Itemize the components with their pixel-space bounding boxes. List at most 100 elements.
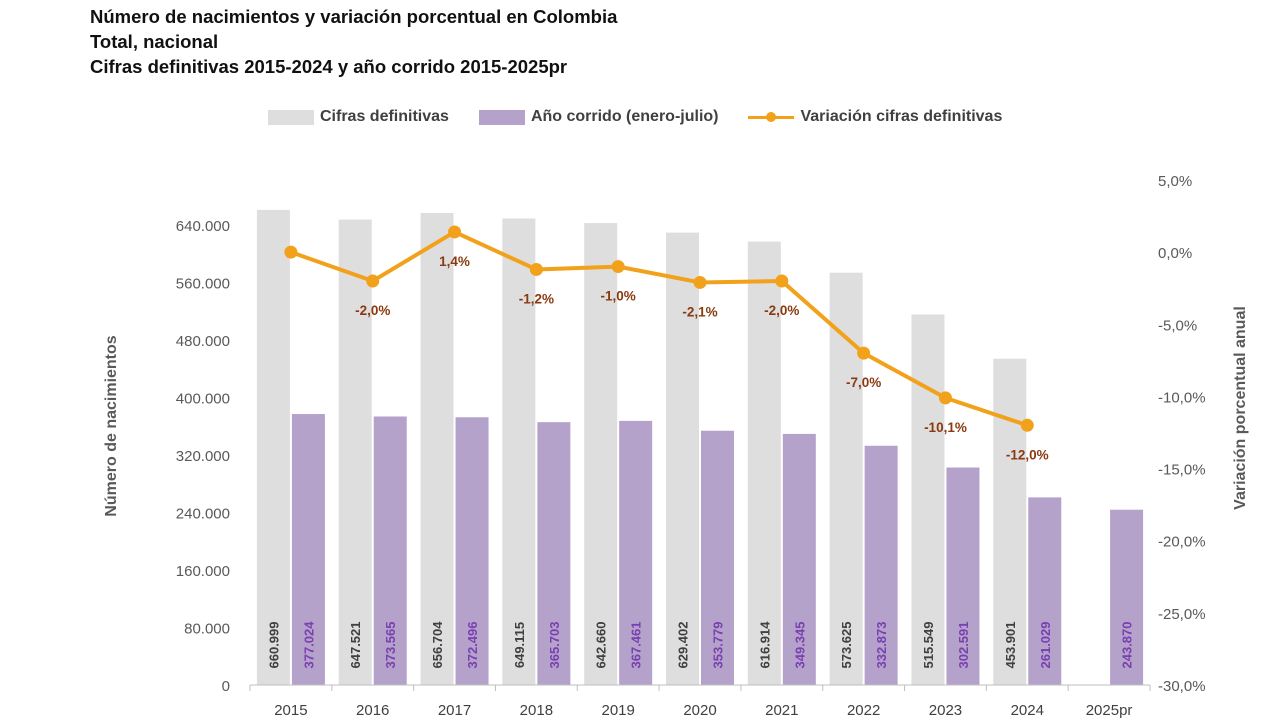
point-variacion <box>775 274 789 288</box>
bar-label-corrido: 349.345 <box>792 622 807 669</box>
bar-label-corrido: 373.565 <box>383 622 398 669</box>
bar-corrido <box>701 430 734 685</box>
bar-label-definitivas: 573.625 <box>839 622 854 669</box>
line-label-variacion: -10,1% <box>924 420 967 435</box>
chart-subtitle-2: Cifras definitivas 2015-2024 y año corri… <box>90 56 568 77</box>
bar-definitivas <box>666 232 699 685</box>
y-axis-title: Número de nacimientos <box>103 335 120 516</box>
chart-subtitle: Total, nacional <box>90 31 219 52</box>
line-label-variacion: -2,0% <box>355 303 390 318</box>
point-variacion <box>529 262 543 276</box>
y-tick-label: 640.000 <box>176 218 230 235</box>
line-variacion <box>290 229 1028 428</box>
y2-tick-label: -10,0% <box>1158 389 1206 406</box>
bar-corrido <box>373 416 407 685</box>
line-label-variacion: -12,0% <box>1006 447 1049 462</box>
legend-item-corrido: Año corrido (enero-julio) <box>478 108 719 126</box>
y2-tick-label: 0,0% <box>1158 245 1192 262</box>
chart-title: Número de nacimientos y variación porcen… <box>90 6 618 27</box>
bar-definitivas <box>747 241 781 685</box>
bar-definitivas <box>420 212 454 685</box>
bar-label-corrido: 353.779 <box>711 622 726 669</box>
legend-swatch-corrido <box>478 109 525 125</box>
bar-label-corrido: 332.873 <box>874 622 889 669</box>
bar-label-corrido: 367.461 <box>629 622 644 669</box>
bar-label-corrido: 302.591 <box>956 622 971 669</box>
bar-definitivas <box>338 219 372 685</box>
y2-tick-label: -5,0% <box>1158 317 1197 334</box>
y-tick-label: 480.000 <box>176 333 230 350</box>
bar-label-definitivas: 515.549 <box>921 622 936 669</box>
point-variacion <box>611 260 625 274</box>
legend-swatch-definitivas <box>268 109 314 125</box>
bar-corrido <box>455 417 489 685</box>
y2-tick-label: -15,0% <box>1158 462 1206 479</box>
bar-definitivas <box>829 272 863 685</box>
point-variacion <box>448 225 462 239</box>
line-label-variacion: -2,1% <box>682 304 717 319</box>
bar-definitivas <box>584 223 618 685</box>
x-tick-label: 2018 <box>520 702 553 719</box>
legend-label-variacion: Variación cifras definitivas <box>800 108 1003 125</box>
bar-label-corrido: 365.703 <box>547 622 562 669</box>
y2-tick-label: -30,0% <box>1158 678 1206 695</box>
bar-label-definitivas: 642.660 <box>594 622 609 669</box>
bar-label-definitivas: 660.999 <box>266 622 281 669</box>
legend-label-definitivas: Cifras definitivas <box>320 108 449 125</box>
legend-item-definitivas: Cifras definitivas <box>268 108 449 126</box>
x-tick-label: 2022 <box>847 702 880 719</box>
x-tick-label: 2021 <box>765 702 798 719</box>
x-tick-label: 2020 <box>683 702 716 719</box>
bar-definitivas <box>502 218 536 685</box>
point-variacion <box>284 245 298 259</box>
line-label-variacion: -1,2% <box>519 291 554 306</box>
bar-label-corrido: 261.029 <box>1038 622 1053 669</box>
bar-corrido <box>946 467 980 685</box>
y-tick-label: 80.000 <box>184 621 230 638</box>
y-tick-label: 560.000 <box>176 276 230 293</box>
y2-axis-title: Variación porcentual anual <box>1232 306 1249 510</box>
x-tick-label: 2024 <box>1011 702 1044 719</box>
chart-title-block: Número de nacimientos y variación porcen… <box>90 4 617 79</box>
bar-corrido <box>864 445 898 685</box>
y-tick-label: 400.000 <box>176 391 230 408</box>
point-variacion <box>857 346 871 360</box>
bar-definitivas <box>256 209 290 685</box>
bar-corrido <box>619 420 653 685</box>
chart-legend: Cifras definitivas Año corrido (enero-ju… <box>268 108 1032 126</box>
bar-label-definitivas: 656.704 <box>430 621 445 669</box>
bar-label-definitivas: 616.914 <box>757 621 772 669</box>
x-tick-label: 2016 <box>356 702 389 719</box>
y2-tick-label: -25,0% <box>1158 606 1206 623</box>
y-tick-label: 0 <box>222 678 230 695</box>
point-variacion <box>1020 418 1034 432</box>
legend-swatch-variacion <box>748 110 795 125</box>
bar-label-corrido: 377.024 <box>301 621 316 669</box>
x-tick-label: 2015 <box>274 702 307 719</box>
bar-label-definitivas: 453.901 <box>1003 622 1018 669</box>
bar-label-definitivas: 629.402 <box>676 622 691 669</box>
y2-tick-label: -20,0% <box>1158 534 1206 551</box>
line-label-variacion: 1,4% <box>439 254 470 269</box>
legend-label-corrido: Año corrido (enero-julio) <box>530 108 719 125</box>
bar-corrido <box>1028 497 1062 685</box>
bar-label-definitivas: 649.115 <box>512 622 527 668</box>
bar-corrido <box>782 433 816 685</box>
x-tick-label: 2023 <box>929 702 962 719</box>
line-label-variacion: -2,0% <box>764 303 799 318</box>
bar-corrido <box>291 414 325 685</box>
line-label-variacion: -1,0% <box>601 289 636 304</box>
y-tick-label: 160.000 <box>176 563 230 580</box>
legend-item-variacion: Variación cifras definitivas <box>748 108 1002 126</box>
bar-label-corrido: 243.870 <box>1120 622 1135 669</box>
x-tick-label: 2025pr <box>1086 702 1133 719</box>
x-tick-label: 2019 <box>601 702 634 719</box>
y-tick-label: 320.000 <box>176 448 230 465</box>
point-variacion <box>366 274 380 288</box>
x-tick-label: 2017 <box>438 702 471 719</box>
bar-definitivas <box>911 314 945 685</box>
y-tick-label: 240.000 <box>176 506 230 523</box>
y2-tick-label: 5,0% <box>1158 173 1192 190</box>
point-variacion <box>938 391 952 405</box>
